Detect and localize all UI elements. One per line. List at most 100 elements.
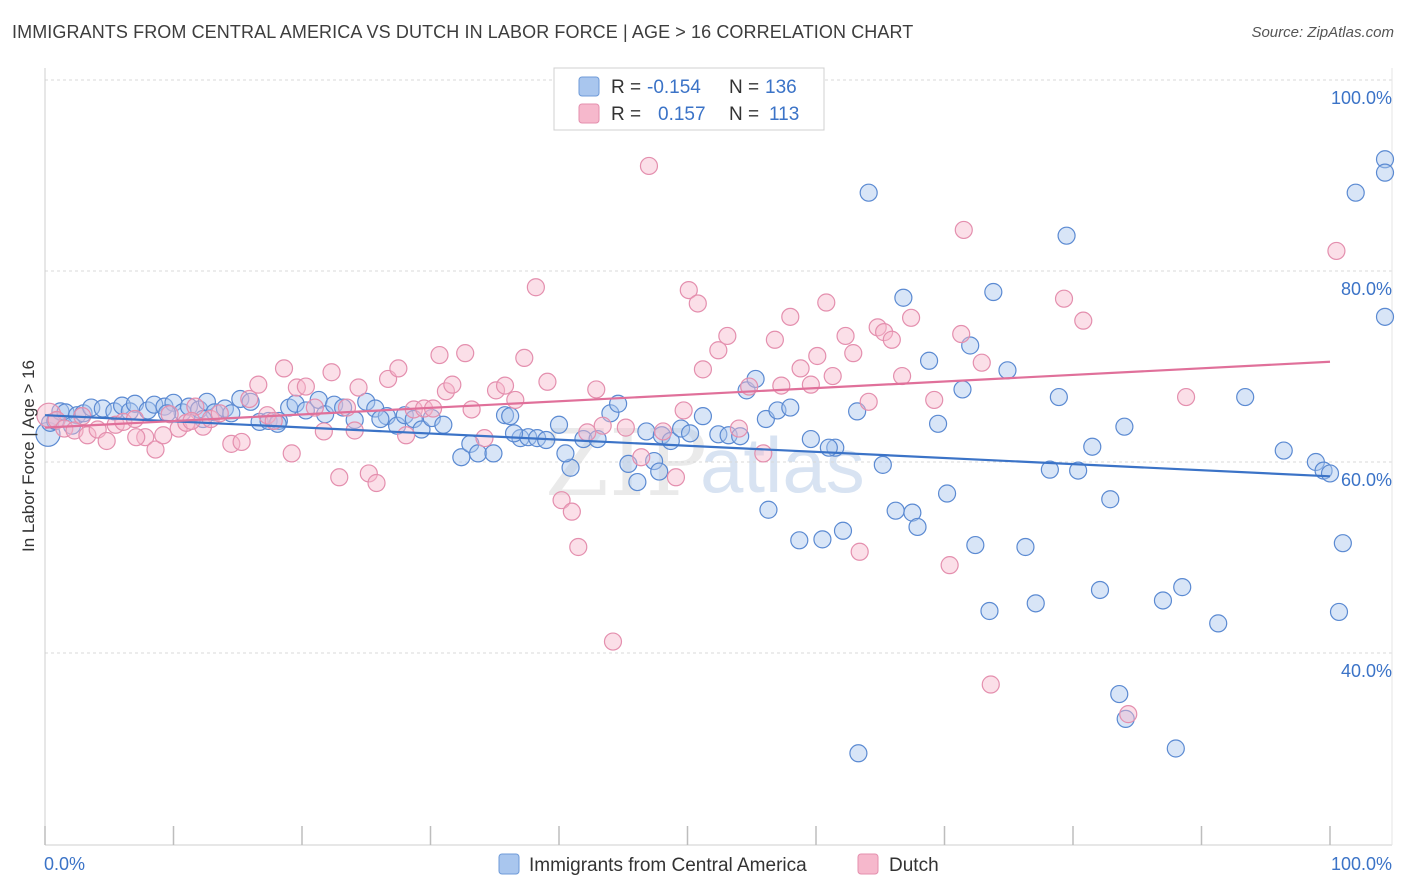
blue-point [1274,441,1293,460]
pink-point [817,293,836,312]
y-tick-label-100: 100.0% [1331,88,1392,108]
pink-point [729,419,749,438]
blue-point [501,407,520,426]
blue-point [1346,183,1365,202]
y-axis-label: In Labor Force | Age > 16 [19,360,38,552]
pink-point [791,359,810,378]
blue-point [980,601,999,621]
pink-point [1327,241,1346,261]
legend-n-label-pink: N = [729,104,759,125]
blue-point [1115,417,1134,436]
pink-point [160,405,179,424]
y-tick-label-60: 60.0% [1341,470,1392,490]
blue-point [504,424,524,443]
blue-point [873,455,892,474]
blue-point [1083,437,1102,456]
blue-point [928,414,948,433]
blue-point [693,407,713,426]
pink-point [486,381,506,400]
pink-point [396,426,416,445]
pink-point [305,398,324,417]
source-credit: Source: ZipAtlas.com [1251,24,1394,41]
blue-point [984,282,1003,302]
pink-point [693,360,713,379]
watermark-atlas: atlas [700,421,865,509]
pink-point [940,556,959,575]
pink-point [859,392,878,411]
pink-point [515,348,534,368]
pink-point [754,444,773,463]
pink-point [538,372,557,391]
pink-point [688,294,707,313]
blue-point [790,531,809,550]
blue-point [549,415,569,434]
pink-point [146,440,165,459]
pink-point [367,473,386,493]
trend-lines [44,360,1331,478]
pink-point [526,278,545,297]
watermark-zip: ZIP [545,410,707,517]
blue-point [680,424,700,443]
pink-point [322,363,341,382]
blue-point [1090,580,1110,600]
blue-point [894,288,913,307]
blue-point [1329,602,1349,622]
blue-point [1110,684,1129,704]
blue-point [1320,464,1340,483]
blue-point [286,394,305,413]
blue-point [650,462,669,481]
pink-point [850,542,869,561]
blue-point [1116,709,1135,728]
pink-point [389,359,408,378]
pink-point [603,632,623,651]
bottom-legend-swatch-pink [857,853,879,875]
pink-point [475,429,494,448]
blue-point [434,415,453,434]
pink-point [314,422,333,441]
pink-point [282,444,301,463]
blue-point [395,406,414,425]
pink-point [882,330,901,349]
pink-point [78,426,97,445]
pink-point [587,380,606,399]
y-tick-label-40: 40.0% [1341,661,1392,681]
blue-point [1209,614,1228,633]
pink-point [359,464,378,483]
pink-point [443,375,462,394]
bottom-legend-swatch-blue [498,853,520,875]
pink-point [639,156,659,176]
blue-point [919,351,939,370]
legend-r-value-pink: 0.157 [658,104,706,125]
blue-point [422,408,441,428]
x-tick-label-max: 100.0% [1331,854,1392,874]
legend-n-value-blue: 136 [765,77,797,98]
blue-point [484,444,503,463]
pink-point [952,324,971,344]
pink-point [666,468,686,487]
blue-point [495,406,515,425]
pink-point [296,377,315,396]
legend-n-value-pink: 113 [769,104,799,125]
pink-point [232,432,251,452]
blue-point [849,744,868,763]
blue-point [1016,537,1035,557]
blue-point [746,369,765,389]
series-legend: Immigrants from Central America Dutch [498,853,939,876]
pink-point [801,375,820,394]
trend-line-pink [44,360,1331,429]
blue-point [1026,594,1045,613]
pink-point [765,330,784,349]
pink-point [844,344,863,363]
blue-point [68,406,87,425]
pink-point [552,491,571,510]
legend-r-label-blue: R = [611,77,641,98]
pink-point [781,307,800,326]
pink-point [154,426,173,445]
pink-point [925,390,944,410]
blue-point [1166,739,1185,758]
pink-point [495,376,515,395]
blue-point [998,361,1017,380]
blue-point [859,183,878,202]
blue-point [1375,163,1395,182]
